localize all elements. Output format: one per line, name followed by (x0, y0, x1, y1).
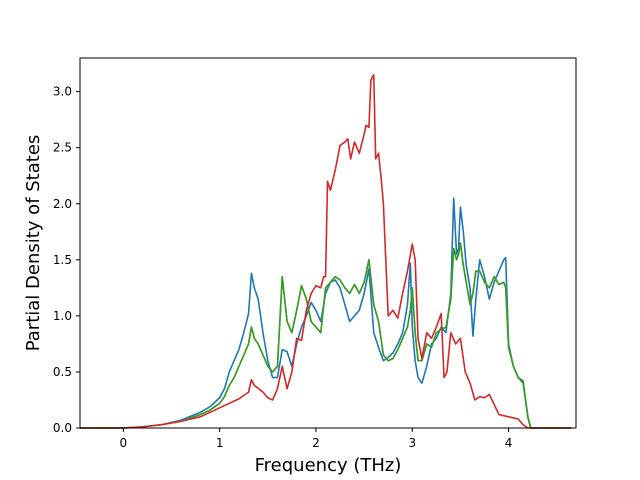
y-tick-label-1: 0.5 (53, 365, 72, 379)
y-axis-ticks: 0.0 0.5 1.0 1.5 2.0 2.5 3.0 (53, 85, 80, 435)
x-axis-label: Frequency (THz) (255, 455, 402, 476)
axes-frame (79, 57, 577, 429)
x-tick-label-0: 0 (120, 436, 128, 450)
series-line-2 (80, 242, 572, 429)
x-tick-label-2: 2 (312, 436, 320, 450)
y-tick-label-6: 3.0 (53, 85, 72, 99)
x-tick-label-3: 3 (408, 436, 416, 450)
x-tick-label-1: 1 (216, 436, 224, 450)
y-tick-label-0: 0.0 (53, 421, 72, 435)
y-axis-label: Partial Density of States (23, 135, 44, 352)
y-tick-label-2: 1.0 (53, 309, 72, 323)
y-tick-label-3: 1.5 (53, 253, 72, 267)
y-tick-label-5: 2.5 (53, 141, 72, 155)
series-line-3 (80, 74, 572, 429)
x-tick-label-4: 4 (505, 436, 513, 450)
series-line-0 (80, 197, 572, 429)
y-tick-label-4: 2.0 (53, 197, 72, 211)
series-layer (80, 74, 572, 429)
x-axis-ticks: 0 1 2 3 4 (120, 428, 513, 450)
